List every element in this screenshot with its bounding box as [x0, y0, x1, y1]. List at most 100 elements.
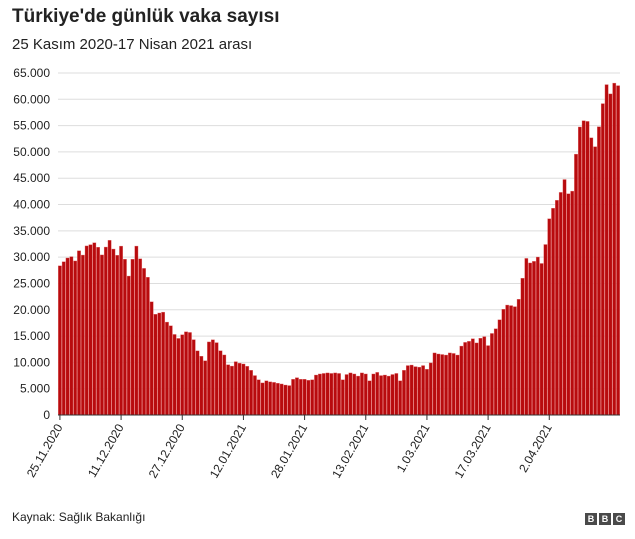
- x-tick-label: 1.03.2021: [394, 421, 433, 475]
- bar: [497, 319, 502, 416]
- bar: [180, 334, 185, 416]
- bar: [474, 342, 479, 416]
- bar: [360, 372, 364, 416]
- bar: [383, 374, 387, 416]
- bar: [325, 372, 330, 416]
- bar: [459, 345, 464, 416]
- bar: [432, 352, 437, 416]
- bar: [417, 366, 422, 416]
- bar: [352, 373, 357, 416]
- bar: [81, 254, 85, 416]
- bar: [509, 305, 513, 416]
- bar: [207, 341, 211, 416]
- bar: [222, 354, 227, 416]
- bar: [241, 363, 246, 416]
- bar: [463, 342, 467, 416]
- x-tick-label: 2.04.2021: [516, 421, 555, 475]
- bar: [570, 190, 575, 416]
- source-note: Kaynak: Sağlık Bakanlığı: [12, 510, 146, 524]
- y-tick-label: 55.000: [13, 119, 50, 133]
- bar: [516, 299, 521, 416]
- bar: [214, 342, 219, 416]
- bar: [608, 93, 613, 416]
- bar: [233, 361, 238, 416]
- bar: [100, 254, 104, 416]
- bar: [168, 325, 173, 416]
- bar: [123, 258, 127, 416]
- bar: [283, 384, 288, 416]
- bar: [566, 193, 571, 416]
- bar: [318, 373, 322, 416]
- y-tick-label: 20.000: [13, 303, 50, 317]
- bar: [616, 85, 620, 416]
- bar: [287, 385, 292, 416]
- bbc-logo-letter: B: [585, 513, 597, 525]
- bar: [547, 218, 552, 416]
- chart-title: Türkiye'de günlük vaka sayısı: [12, 6, 280, 27]
- bar: [413, 366, 418, 416]
- bar: [436, 353, 441, 416]
- bar: [375, 372, 380, 416]
- bar: [172, 334, 177, 416]
- bar: [551, 208, 555, 416]
- bar: [379, 375, 383, 416]
- y-tick-label: 10.000: [13, 355, 50, 369]
- bar: [405, 365, 410, 416]
- bar: [409, 364, 414, 416]
- bar: [103, 246, 108, 416]
- bar: [455, 354, 460, 416]
- bar: [191, 339, 196, 416]
- bar: [581, 120, 586, 416]
- bar: [153, 314, 158, 416]
- bbc-logo-letter: C: [613, 513, 625, 525]
- x-tick-label: 25.11.2020: [24, 421, 66, 480]
- bar: [211, 339, 215, 416]
- bar: [513, 306, 517, 416]
- bar: [428, 362, 433, 416]
- bar: [528, 262, 532, 416]
- y-tick-label: 50.000: [13, 145, 50, 159]
- bar: [562, 179, 567, 416]
- bar: [279, 383, 284, 416]
- bar: [505, 304, 510, 416]
- bar: [543, 244, 548, 416]
- bar: [539, 263, 544, 416]
- bar: [65, 257, 70, 416]
- bar: [157, 312, 162, 416]
- bar: [482, 336, 487, 416]
- bar: [218, 350, 223, 416]
- bar: [291, 379, 295, 416]
- y-tick-label: 40.000: [13, 198, 50, 212]
- bar: [451, 353, 456, 416]
- bar: [585, 121, 590, 416]
- bar: [188, 332, 192, 416]
- bar: [470, 338, 475, 416]
- bbc-logo-letter: B: [599, 513, 611, 525]
- bar: [245, 366, 250, 416]
- bar: [119, 245, 123, 416]
- bar: [264, 380, 269, 416]
- y-tick-label: 35.000: [13, 224, 50, 238]
- bar: [390, 374, 395, 416]
- bar: [138, 258, 143, 416]
- bar: [593, 146, 597, 416]
- bar: [333, 372, 338, 416]
- bar: [295, 377, 299, 416]
- bar: [314, 374, 318, 416]
- bar: [61, 261, 66, 416]
- y-tick-label: 60.000: [13, 92, 50, 106]
- bar: [84, 245, 89, 416]
- bar: [130, 259, 135, 416]
- bars: [58, 82, 620, 416]
- bar: [256, 379, 261, 416]
- bar: [574, 153, 578, 416]
- bar: [88, 244, 93, 416]
- bar: [486, 345, 490, 416]
- bar: [440, 354, 445, 416]
- bar: [490, 333, 494, 416]
- y-tick-label: 15.000: [13, 329, 50, 343]
- bbc-logo: B B C: [585, 513, 625, 525]
- x-tick-label: 13.02.2021: [329, 421, 371, 480]
- bar: [501, 309, 506, 416]
- bar: [237, 362, 242, 416]
